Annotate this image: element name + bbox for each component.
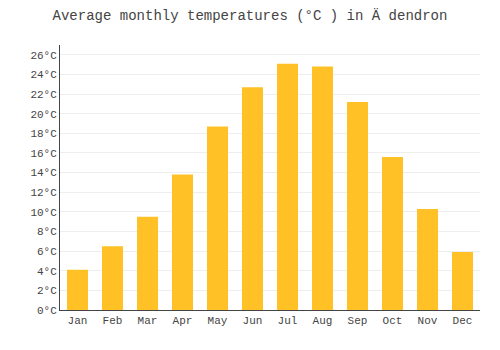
svg-text:Dec: Dec (453, 315, 473, 327)
svg-text:Nov: Nov (418, 315, 438, 327)
svg-text:2°C: 2°C (37, 285, 57, 297)
svg-text:4°C: 4°C (37, 266, 57, 278)
svg-text:10°C: 10°C (30, 207, 57, 219)
svg-text:Jun: Jun (243, 315, 263, 327)
svg-text:8°C: 8°C (37, 226, 57, 238)
svg-text:22°C: 22°C (30, 89, 57, 101)
svg-text:0°C: 0°C (37, 305, 57, 317)
svg-text:Jul: Jul (278, 315, 298, 327)
svg-text:6°C: 6°C (37, 246, 57, 258)
svg-text:Sep: Sep (348, 315, 368, 327)
svg-text:18°C: 18°C (30, 128, 57, 140)
svg-text:Aug: Aug (313, 315, 333, 327)
svg-text:Feb: Feb (103, 315, 123, 327)
svg-text:Apr: Apr (173, 315, 193, 327)
svg-text:Oct: Oct (383, 315, 403, 327)
svg-text:14°C: 14°C (30, 167, 57, 179)
svg-text:24°C: 24°C (30, 69, 57, 81)
svg-text:Mar: Mar (138, 315, 158, 327)
svg-text:Jan: Jan (68, 315, 88, 327)
svg-text:May: May (208, 315, 228, 327)
svg-text:Average monthly temperatures (: Average monthly temperatures (°C ) in Ä … (53, 7, 448, 24)
svg-text:16°C: 16°C (30, 148, 57, 160)
svg-text:26°C: 26°C (30, 50, 57, 62)
svg-text:12°C: 12°C (30, 187, 57, 199)
svg-text:20°C: 20°C (30, 109, 57, 121)
